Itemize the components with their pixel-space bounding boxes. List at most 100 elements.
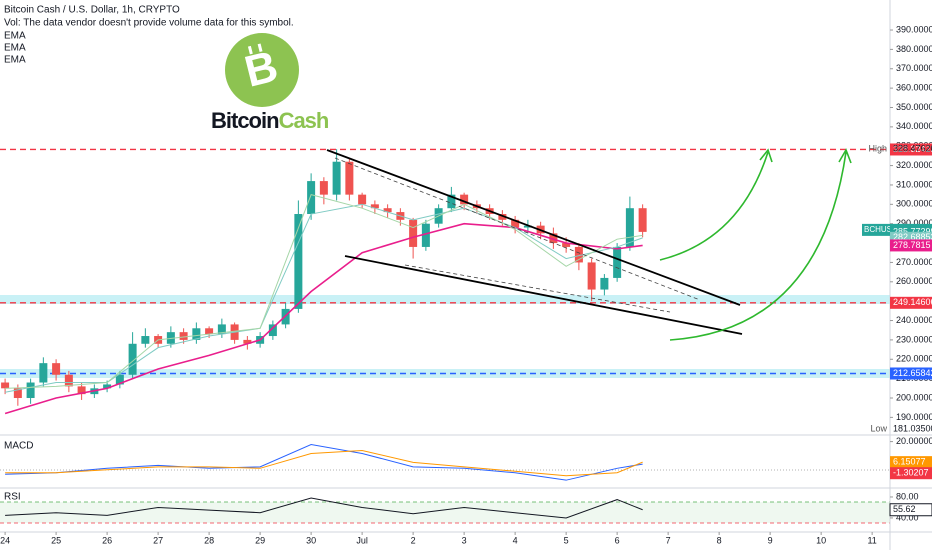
price-box [890, 467, 932, 480]
x-tick-label: 28 [204, 535, 214, 545]
candle-body [600, 277, 609, 290]
extreme-value: 328.47620 [893, 144, 932, 154]
candle-body [294, 214, 303, 309]
y-tick-label: 300.00000 [896, 199, 932, 209]
x-tick-label: 3 [462, 535, 467, 545]
y-tick-label: 350.00000 [896, 102, 932, 112]
candle-body [13, 388, 22, 399]
candle-body [141, 336, 150, 344]
y-tick-label: 390.00000 [896, 24, 932, 34]
rsi-band [0, 502, 890, 523]
candle-body [103, 384, 112, 389]
candle-body [332, 161, 341, 195]
candle-body [115, 374, 124, 385]
candle-body [421, 223, 430, 247]
x-tick-label: 8 [717, 535, 722, 545]
x-tick-label: 27 [153, 535, 163, 545]
x-tick-label: 29 [255, 535, 265, 545]
candle-body [128, 343, 137, 375]
y-tick-label: 320.00000 [896, 160, 932, 170]
candle-body [549, 233, 558, 244]
candle-body [511, 219, 520, 228]
x-tick-label: 25 [51, 535, 61, 545]
price-box-label: 285.77299 [893, 226, 932, 236]
x-tick-label: 4 [513, 535, 518, 545]
candle-body [498, 214, 507, 220]
price-box-label: 282.68853 [893, 232, 932, 242]
candle-body [587, 262, 596, 290]
symbol-title: Bitcoin Cash / U.S. Dollar, 1h, CRYPTO [4, 5, 180, 16]
x-tick-label: 6 [615, 535, 620, 545]
arrow [669, 151, 847, 341]
arrow [659, 151, 769, 261]
candle-body [52, 363, 61, 375]
y-tick-label: 80.00 [896, 491, 919, 501]
volume-note: Vol: The data vendor doesn't provide vol… [4, 18, 294, 29]
series-line [4, 222, 643, 415]
candle-body [562, 243, 571, 247]
price-box [890, 239, 932, 252]
y-tick-label: 40.00 [896, 512, 919, 522]
pane-title: MACD [4, 441, 33, 452]
logo-circle [225, 33, 299, 107]
x-tick-label: Jul [356, 535, 368, 545]
x-tick-label: 9 [768, 535, 773, 545]
candle-body [625, 208, 634, 247]
x-tick-label: 7 [666, 535, 671, 545]
y-tick-label: 380.00000 [896, 44, 932, 54]
arrow-head [759, 148, 773, 163]
y-tick-label: 290.00000 [896, 218, 932, 228]
price-box-label: 55.62 [893, 504, 916, 514]
level-box [890, 367, 932, 380]
price-box-label: -1.30207 [893, 468, 929, 478]
price-box [890, 456, 932, 469]
arrow-head [838, 148, 852, 164]
candle-body [243, 339, 252, 344]
x-tick-label: 24 [0, 535, 10, 545]
x-tick-label: 11 [867, 535, 876, 545]
level-label: 249.14606 [893, 297, 932, 307]
candle-body [26, 382, 35, 399]
price-box-label: 278.7815 [893, 240, 931, 250]
trendline [334, 157, 701, 301]
extreme-tag: Low [870, 423, 887, 433]
price-box [889, 503, 932, 517]
candle-body [460, 194, 469, 205]
y-tick-label: 370.00000 [896, 63, 932, 73]
y-tick-label: 190.00000 [896, 412, 932, 422]
level-label: 328.32423 [893, 144, 932, 154]
candle-body [383, 208, 392, 213]
indicator-label: EMA [4, 31, 26, 42]
y-tick-label: 260.00000 [896, 276, 932, 286]
candle-body [358, 194, 367, 205]
candle-body [1, 382, 10, 389]
candle-body [64, 374, 73, 387]
symbol-tag-label: BCHUSD [864, 225, 898, 234]
candle-body [370, 204, 379, 209]
y-tick-label: 20.00000 [896, 436, 932, 446]
candle-body [307, 181, 316, 215]
candle-body [77, 386, 86, 395]
trendline [326, 149, 741, 306]
y-tick-label: 230.00000 [896, 334, 932, 344]
y-tick-label: 310.00000 [896, 179, 932, 189]
plot [0, 148, 890, 519]
candle-body [205, 328, 214, 335]
logo-text: BitcoinCash [211, 108, 329, 133]
candle-body [523, 225, 532, 228]
series-line [5, 203, 643, 393]
series-line [5, 449, 643, 477]
extreme-value: 181.03500 [893, 423, 932, 433]
candle-body [319, 181, 328, 195]
extreme-tag: High [868, 144, 887, 154]
level-label: 212.65842 [893, 368, 932, 378]
trendline [404, 264, 671, 313]
candle-body [268, 324, 277, 337]
series-line [5, 444, 643, 481]
logo-word: Bitcoin [211, 108, 279, 133]
logo-stroke [257, 43, 263, 52]
candle-body [638, 208, 647, 232]
x-tick-label: 5 [564, 535, 569, 545]
